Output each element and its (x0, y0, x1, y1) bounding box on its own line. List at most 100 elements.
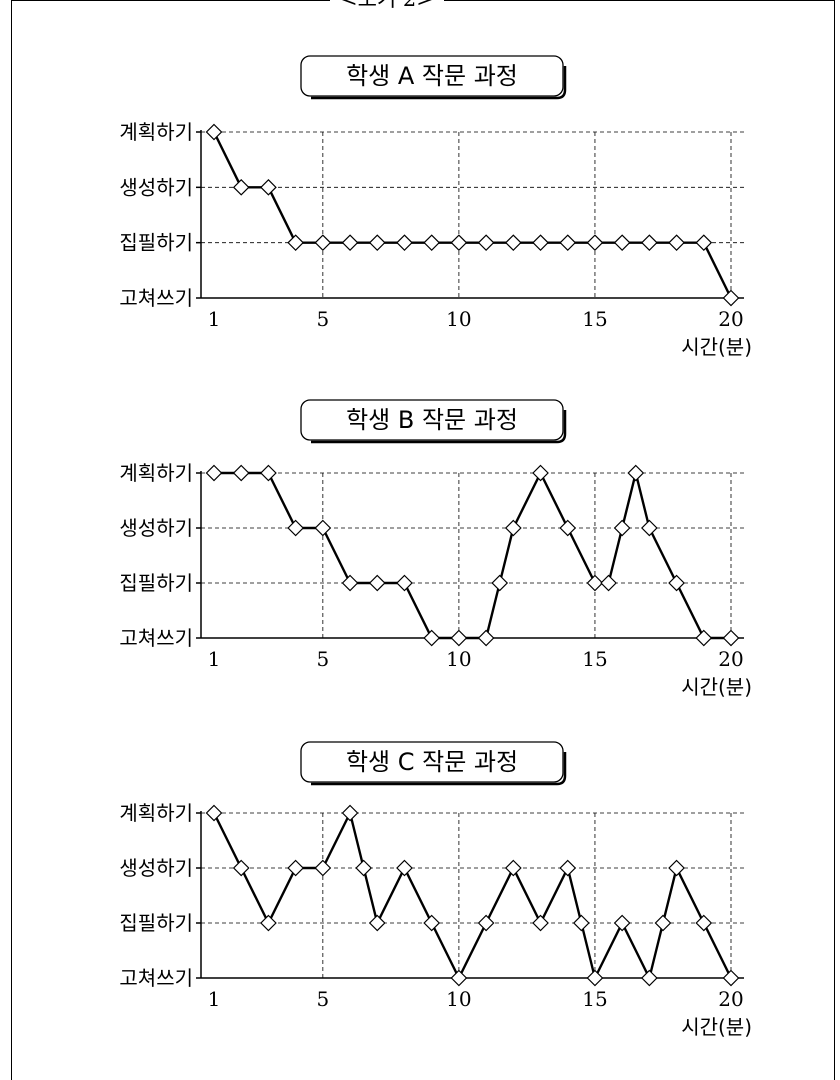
data-point (450, 234, 468, 252)
y-tick-label: 집필하기 (119, 231, 193, 255)
data-point (232, 178, 250, 196)
data-point (205, 123, 223, 141)
data-point (232, 859, 250, 877)
data-point (396, 859, 413, 877)
chart-title: 학생 C 작문 과정 (346, 748, 518, 776)
y-tick-label: 계획하기 (119, 461, 193, 485)
x-tick-label: 10 (446, 647, 471, 671)
x-tick-label: 20 (718, 987, 743, 1011)
title-shadow (311, 752, 567, 786)
x-tick-label: 15 (582, 647, 607, 671)
data-point (722, 289, 740, 307)
data-point (232, 464, 250, 482)
data-point (627, 464, 645, 482)
data-point (668, 234, 685, 252)
y-tick-label: 생성하기 (119, 516, 193, 540)
data-point (559, 519, 577, 537)
y-tick-label: 계획하기 (119, 120, 193, 144)
title-shadow (311, 66, 567, 100)
x-tick-label: 20 (718, 647, 743, 671)
x-tick-label: 15 (582, 987, 607, 1011)
chart-title-box (300, 741, 564, 783)
y-tick-label: 집필하기 (119, 571, 193, 595)
y-tick-label: 생성하기 (119, 175, 193, 199)
y-tick-label: 집필하기 (119, 911, 193, 935)
figure-frame: <보기 2> (11, 0, 837, 1080)
series-line (214, 471, 731, 640)
x-axis-title: 시간(분) (681, 1015, 752, 1039)
chart-title-box (300, 399, 564, 441)
data-point (341, 574, 359, 592)
data-point (504, 234, 522, 252)
data-point (641, 234, 658, 252)
data-point (368, 574, 386, 592)
x-tick-label: 5 (316, 647, 329, 671)
data-point (341, 234, 359, 252)
data-point (695, 234, 713, 252)
y-tick-label: 계획하기 (119, 801, 193, 825)
x-tick-label: 5 (316, 307, 329, 331)
data-point (572, 914, 590, 932)
data-point (477, 234, 495, 252)
data-point (423, 234, 441, 252)
data-point (314, 519, 332, 537)
data-point (654, 914, 672, 932)
frame-label: <보기 2> (330, 0, 444, 11)
x-axis-title: 시간(분) (681, 675, 752, 699)
series-line (212, 811, 733, 980)
data-point (586, 574, 604, 592)
data-point (287, 234, 304, 252)
data-point (613, 519, 631, 537)
data-point (260, 178, 277, 196)
data-point (287, 859, 304, 877)
y-tick-label: 고쳐쓰기 (119, 966, 193, 990)
x-tick-label: 10 (446, 307, 471, 331)
data-point (695, 629, 713, 647)
data-point (559, 234, 577, 252)
data-point (695, 914, 713, 932)
data-point (641, 519, 658, 537)
data-point (423, 629, 441, 647)
data-point (260, 464, 277, 482)
x-tick-label: 10 (446, 987, 471, 1011)
y-tick-label: 생성하기 (119, 856, 193, 880)
data-point (613, 914, 631, 932)
data-point (532, 464, 549, 482)
y-tick-label: 고쳐쓰기 (119, 286, 193, 310)
data-point (477, 629, 495, 647)
x-tick-label: 1 (208, 307, 221, 331)
x-tick-label: 15 (582, 307, 607, 331)
y-tick-label: 고쳐쓰기 (119, 626, 193, 650)
data-point (491, 574, 509, 592)
data-point (260, 914, 277, 932)
data-point (450, 629, 468, 647)
x-tick-label: 1 (208, 647, 221, 671)
data-point (477, 914, 495, 932)
data-point (613, 234, 631, 252)
x-axis-title: 시간(분) (681, 335, 752, 359)
data-point (504, 859, 522, 877)
data-point (205, 804, 223, 822)
x-tick-label: 5 (316, 987, 329, 1011)
data-point (314, 859, 332, 877)
data-point (586, 234, 604, 252)
data-point (423, 914, 441, 932)
data-point (368, 234, 386, 252)
data-point (722, 629, 740, 647)
data-point (450, 969, 468, 987)
x-tick-label: 1 (208, 987, 221, 1011)
x-tick-label: 20 (718, 307, 743, 331)
title-shadow (311, 410, 567, 444)
series-line (212, 131, 733, 299)
chart-title: 학생 B 작문 과정 (346, 406, 518, 434)
data-point (287, 519, 304, 537)
data-point (396, 574, 413, 592)
data-point (722, 969, 740, 987)
chart-title-box (300, 55, 564, 97)
data-point (532, 914, 549, 932)
data-point (205, 464, 223, 482)
data-point (396, 234, 413, 252)
